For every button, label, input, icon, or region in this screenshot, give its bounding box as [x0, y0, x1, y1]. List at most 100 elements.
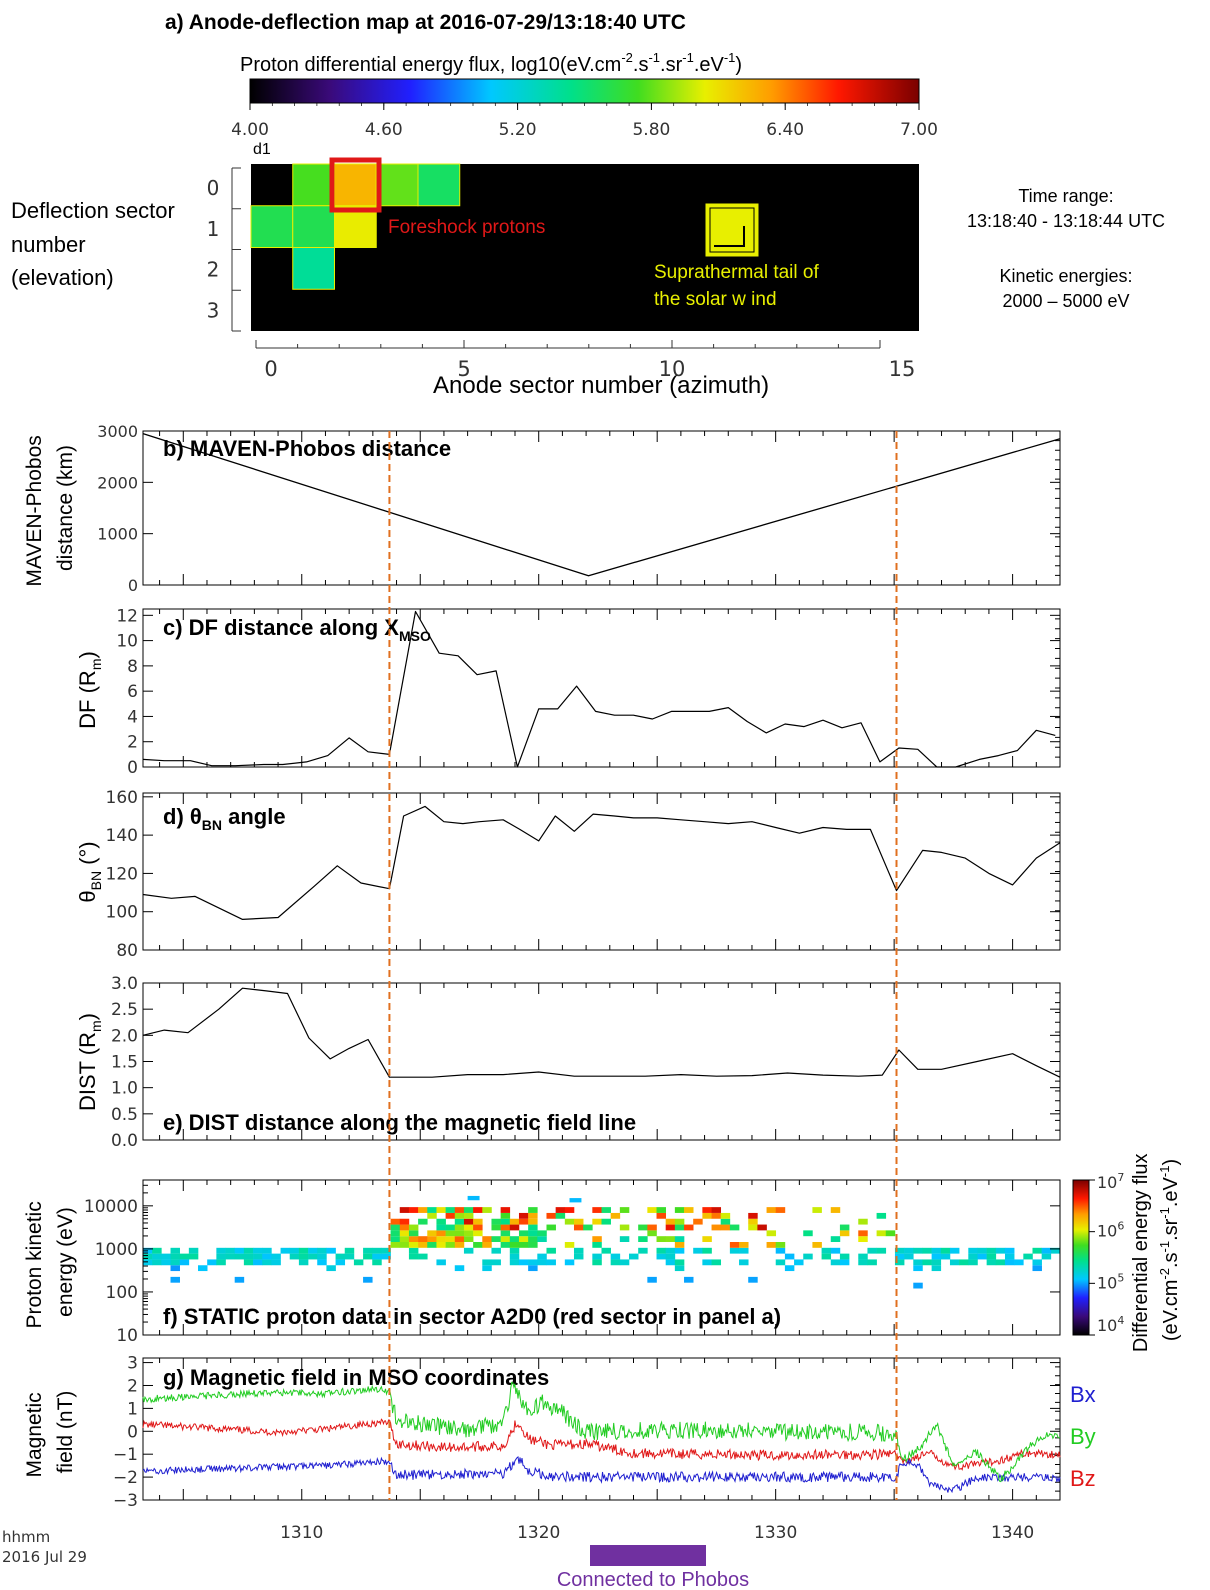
- spectrogram-cell: [363, 1276, 373, 1283]
- spectrogram-cell: [913, 1282, 923, 1289]
- spectrogram-cell: [1023, 1253, 1033, 1260]
- spectrogram-cell: [463, 1230, 474, 1237]
- y-tick-label: 0.5: [111, 1105, 138, 1125]
- spectrogram-cell: [913, 1265, 923, 1272]
- spectrogram-cell: [454, 1218, 465, 1225]
- spectrogram-cell: [583, 1224, 593, 1231]
- spectrogram-cell: [482, 1242, 492, 1248]
- dist-line: [142, 987, 1061, 1078]
- panel-f-ylabel-1: Proton kinetic: [23, 1201, 46, 1328]
- colorbar-a-ticks: 4.00 4.60 5.20 5.80 6.40 7.00: [231, 103, 938, 140]
- spectrogram-cell: [766, 1230, 777, 1237]
- anode-deflection-cell: [250, 205, 294, 248]
- spectrogram-cell: [830, 1259, 841, 1266]
- y-tick-label: 12: [116, 606, 138, 626]
- panel-g-ylabel-2: field (nT): [54, 1391, 77, 1474]
- spectrogram-cell: [839, 1224, 850, 1231]
- spectrogram-cell: [757, 1224, 767, 1231]
- spectrogram-cell: [986, 1253, 997, 1260]
- spectrogram-cell: [904, 1247, 914, 1254]
- spectrogram-cell: [418, 1236, 428, 1242]
- spectrogram-cell: [418, 1207, 428, 1213]
- y-tick-label: 80: [116, 941, 138, 961]
- panel-a-y-tick-label: 0: [207, 176, 220, 200]
- panel-a-ylabel-line3: (elevation): [11, 265, 114, 290]
- colorbar-f-label-2-mid2: .sr: [1160, 1218, 1182, 1241]
- spectrogram-cell: [977, 1247, 987, 1254]
- spectrogram-cell: [656, 1207, 666, 1213]
- spectrogram-cell: [152, 1247, 162, 1254]
- spectrogram-cell: [528, 1259, 538, 1266]
- panel-a-y-tick-label: 3: [207, 298, 220, 322]
- spectrogram-cell: [546, 1224, 556, 1231]
- spectrogram-cell: [528, 1218, 538, 1225]
- panel-d-ylabel: θBN (°): [75, 841, 104, 902]
- spectrogram-cell: [573, 1253, 584, 1260]
- spectrogram-cell: [1014, 1259, 1024, 1266]
- panel-f-ylabel: Proton kinetic energy (eV): [23, 1195, 77, 1328]
- spectrogram-cell: [528, 1207, 538, 1213]
- panel-a-x-tick-label: 10: [659, 357, 686, 381]
- panel-c-title-main: c) DF distance along X: [163, 615, 399, 640]
- spectrogram-cell: [408, 1242, 419, 1248]
- spectrogram-cell: [427, 1242, 437, 1248]
- spectrogram-cell: [317, 1253, 327, 1260]
- spectrogram-cell: [775, 1242, 786, 1248]
- colorbar-a-tick-label: 6.40: [766, 120, 804, 140]
- spectrogram-cell: [592, 1242, 602, 1248]
- spectrogram-cell: [528, 1212, 538, 1219]
- spectrogram-cell: [262, 1247, 272, 1254]
- spectrogram-cell: [931, 1259, 942, 1266]
- spectrogram-cell: [674, 1224, 685, 1231]
- panel-e-title: e) DIST distance along the magnetic fiel…: [163, 1110, 636, 1135]
- spectrogram-cell: [253, 1247, 263, 1254]
- spectrogram-cell: [528, 1230, 538, 1237]
- legend-bz: Bz: [1070, 1466, 1096, 1491]
- spectrogram-cell: [894, 1253, 905, 1260]
- spectrogram-cell: [858, 1253, 868, 1260]
- spectrogram-cell: [995, 1259, 1006, 1266]
- spectrogram-cell: [436, 1224, 446, 1231]
- spectrogram-cell: [500, 1224, 511, 1231]
- spectrogram-cell: [711, 1212, 722, 1219]
- spectrogram-cell: [408, 1230, 419, 1237]
- spectrogram-cell: [739, 1259, 749, 1266]
- spectrogram-cell: [601, 1218, 611, 1225]
- panel-f-cells: [143, 1195, 1061, 1289]
- spectrogram-cell: [390, 1218, 401, 1225]
- colorbar-a-label-sup4: -1: [724, 50, 736, 65]
- spectrogram-cell: [647, 1207, 657, 1213]
- spectrogram-cell: [702, 1207, 712, 1213]
- spectrogram-cell: [665, 1259, 676, 1266]
- spectrogram-cell: [491, 1259, 501, 1266]
- colorbar-a-label: Proton differential energy flux, log10(e…: [240, 50, 742, 76]
- anode-deflection-cell: [334, 163, 377, 207]
- legend-bx: Bx: [1070, 1382, 1096, 1407]
- spectrogram-cell: [482, 1207, 492, 1213]
- spectrogram-cell: [518, 1212, 529, 1219]
- spectrogram-cell: [1004, 1247, 1015, 1254]
- panel-a-x-tick-label: 0: [264, 357, 277, 381]
- spectrogram-cell: [335, 1253, 346, 1260]
- spectrogram-cell: [308, 1247, 318, 1254]
- colorbar-a-tick-label: 5.80: [632, 120, 670, 140]
- panel-b-ylabel: MAVEN-Phobos distance (km): [23, 429, 77, 586]
- spectrogram-cell: [454, 1242, 465, 1248]
- suprathermal-label-1: Suprathermal tail of: [654, 262, 819, 283]
- spectrogram-cell: [858, 1230, 868, 1237]
- spectrogram-cell: [986, 1259, 997, 1266]
- spectrogram-cell: [473, 1230, 483, 1237]
- magnetic-field-line-bx: [142, 1455, 1061, 1494]
- spectrogram-cell: [454, 1207, 465, 1213]
- spectrogram-cell: [619, 1236, 630, 1242]
- colorbar-a-label-sup3: -1: [682, 50, 694, 65]
- panel-c: DF (Rm) c) DF distance along XMSO 12 10 8 6…: [75, 606, 1061, 778]
- spectrogram-cell: [408, 1224, 419, 1231]
- spectrogram-cell: [684, 1224, 694, 1231]
- spectrogram-cell: [518, 1218, 529, 1225]
- spectrogram-cell: [344, 1247, 355, 1254]
- spectrogram-cell: [427, 1212, 437, 1219]
- colorbar-f: [1072, 1179, 1090, 1336]
- spectrogram-cell: [280, 1247, 291, 1254]
- panel-a-y-axis: 0 1 2 3: [207, 167, 241, 332]
